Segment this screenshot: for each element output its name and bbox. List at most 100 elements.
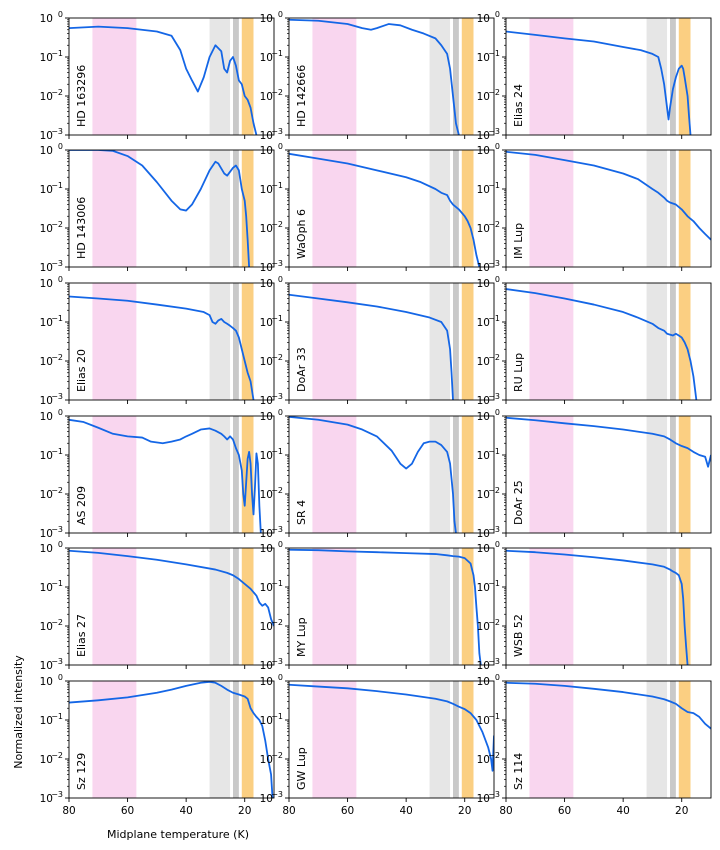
shaded-band: [312, 18, 357, 135]
panel-label: Sz 114: [512, 753, 525, 790]
x-tick-label: 80: [62, 805, 75, 817]
panel-label: Sz 129: [75, 753, 88, 790]
x-tick-label: 40: [399, 805, 412, 817]
shaded-band: [429, 18, 451, 135]
panel-frame: [68, 17, 275, 136]
y-tick-label: 10: [40, 184, 53, 196]
shaded-band: [646, 681, 668, 798]
y-tick-exponent: −3: [488, 790, 500, 799]
y-tick-exponent: −2: [51, 486, 63, 495]
y-tick-exponent: −3: [51, 259, 63, 268]
shaded-band: [233, 681, 239, 798]
series-line: [69, 418, 262, 533]
y-tick-exponent: −3: [488, 525, 500, 534]
shaded-band: [670, 283, 676, 400]
shaded-band: [678, 548, 691, 665]
series-line: [506, 681, 711, 730]
y-tick-label: 10: [260, 660, 273, 672]
y-tick-label: 10: [260, 754, 273, 766]
series-line: [506, 549, 689, 665]
y-tick-exponent: 0: [278, 10, 283, 19]
shaded-band: [646, 150, 668, 267]
shaded-band: [241, 283, 254, 400]
y-tick-exponent: 0: [58, 142, 63, 151]
y-tick-label: 10: [477, 450, 490, 462]
x-tick-label: 40: [179, 805, 192, 817]
y-tick-label: 10: [260, 621, 273, 633]
y-tick-label: 10: [477, 91, 490, 103]
shaded-band: [241, 18, 254, 135]
shaded-band: [312, 548, 357, 665]
x-tick-label: 20: [238, 805, 251, 817]
y-tick-label: 10: [40, 262, 53, 274]
panel-frame: [505, 680, 712, 799]
shaded-band: [670, 18, 676, 135]
y-tick-label: 10: [260, 130, 273, 142]
y-tick-exponent: −3: [51, 525, 63, 534]
shaded-band: [233, 18, 239, 135]
y-tick-exponent: −2: [51, 353, 63, 362]
panel: 10 010−110−210−3AS 209: [40, 408, 275, 540]
y-tick-exponent: −3: [488, 392, 500, 401]
y-tick-exponent: −3: [488, 657, 500, 666]
shaded-band: [529, 150, 574, 267]
series-line: [69, 150, 251, 267]
shaded-band: [233, 548, 239, 665]
y-tick-exponent: −3: [488, 127, 500, 136]
y-tick-label: 10: [40, 676, 53, 688]
series-line: [506, 288, 698, 400]
panel: 10 010−110−210−3SR 4: [260, 408, 495, 540]
y-tick-exponent: −2: [488, 220, 500, 229]
panel-frame: [505, 149, 712, 268]
shaded-band: [241, 150, 254, 267]
panel-frame: [288, 415, 495, 534]
shaded-band: [92, 283, 137, 400]
y-tick-exponent: −2: [51, 220, 63, 229]
x-tick-label: 80: [499, 805, 512, 817]
panel-frame: [68, 282, 275, 401]
y-tick-exponent: −1: [51, 314, 63, 323]
panel-frame: [505, 17, 712, 136]
y-tick-exponent: −2: [488, 751, 500, 760]
panel-label: AS 209: [75, 486, 88, 525]
panel-label: DoAr 25: [512, 480, 525, 525]
shaded-band: [312, 416, 357, 533]
y-tick-label: 10: [40, 621, 53, 633]
series-line: [289, 293, 454, 400]
y-tick-exponent: −3: [271, 525, 283, 534]
shaded-band: [209, 416, 231, 533]
panel-frame: [68, 415, 275, 534]
panel-label: GW Lup: [295, 747, 308, 790]
x-tick-label: 60: [558, 805, 571, 817]
shaded-band: [241, 548, 254, 665]
y-tick-label: 10: [40, 754, 53, 766]
series-line: [69, 295, 255, 400]
shaded-band: [678, 416, 691, 533]
y-tick-exponent: −2: [51, 751, 63, 760]
y-tick-exponent: −3: [51, 392, 63, 401]
y-tick-exponent: −2: [488, 486, 500, 495]
y-tick-exponent: 0: [495, 673, 500, 682]
series-line: [69, 25, 258, 135]
y-tick-label: 10: [477, 395, 490, 407]
y-tick-label: 10: [477, 715, 490, 727]
y-tick-label: 10: [260, 223, 273, 235]
y-tick-label: 10: [260, 13, 273, 25]
y-tick-exponent: 0: [495, 10, 500, 19]
y-tick-label: 10: [477, 145, 490, 157]
panel-label: HD 163296: [75, 65, 88, 127]
shaded-band: [461, 283, 474, 400]
shaded-band: [92, 150, 137, 267]
y-tick-exponent: −1: [488, 579, 500, 588]
shaded-band: [312, 681, 357, 798]
series-line: [69, 681, 274, 798]
y-tick-label: 10: [40, 411, 53, 423]
y-tick-exponent: −3: [51, 127, 63, 136]
y-tick-label: 10: [260, 91, 273, 103]
shaded-band: [312, 150, 357, 267]
y-tick-label: 10: [40, 130, 53, 142]
